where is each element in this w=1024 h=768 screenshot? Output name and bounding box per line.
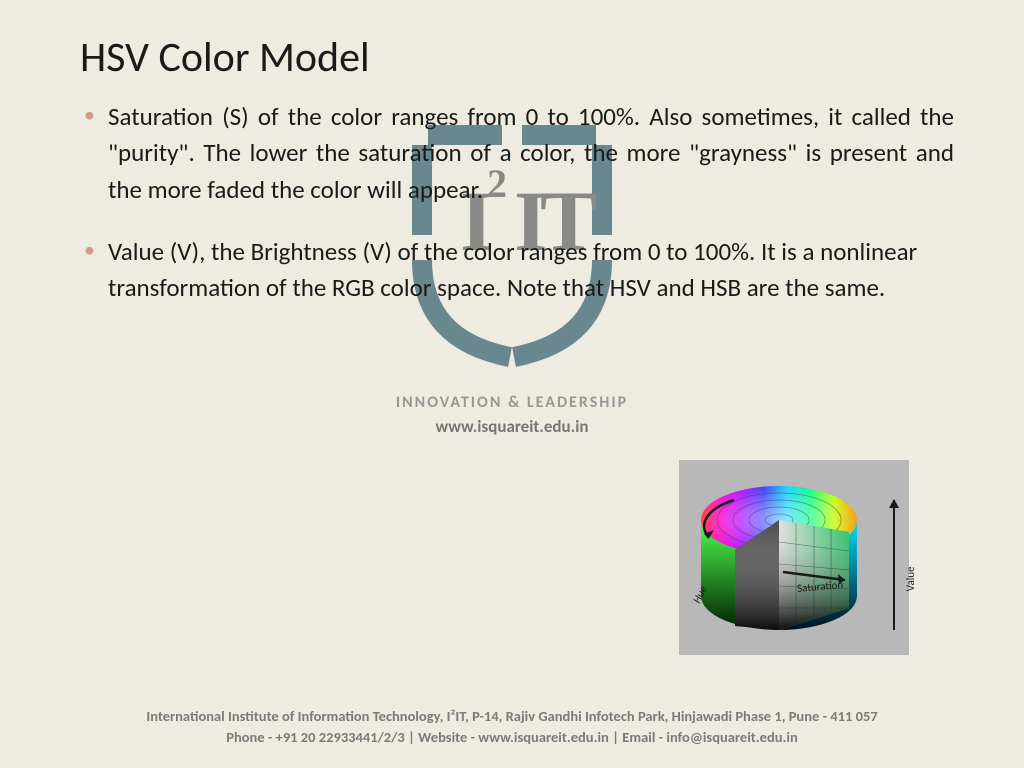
value-label: Value <box>905 567 918 592</box>
footer-address: International Institute of Information T… <box>40 706 984 727</box>
slide-title: HSV Color Model <box>70 32 954 83</box>
slide-footer: International Institute of Information T… <box>0 706 1024 748</box>
bullet-list: Saturation (S) of the color ranges from … <box>70 99 954 306</box>
watermark-tagline: INNOVATION & LEADERSHIP <box>362 393 662 412</box>
bullet-item: Value (V), the Brightness (V) of the col… <box>90 234 954 307</box>
hsv-cylinder-svg <box>679 460 909 655</box>
watermark-url: www.isquareit.edu.in <box>362 416 662 437</box>
slide-content: HSV Color Model Saturation (S) of the co… <box>0 0 1024 306</box>
hsv-cylinder-figure: Hue Saturation Value <box>679 460 909 655</box>
value-axis-arrow <box>893 500 895 630</box>
footer-contact: Phone - +91 20 22933441/2/3 | Website - … <box>40 727 984 748</box>
bullet-item: Saturation (S) of the color ranges from … <box>90 99 954 208</box>
